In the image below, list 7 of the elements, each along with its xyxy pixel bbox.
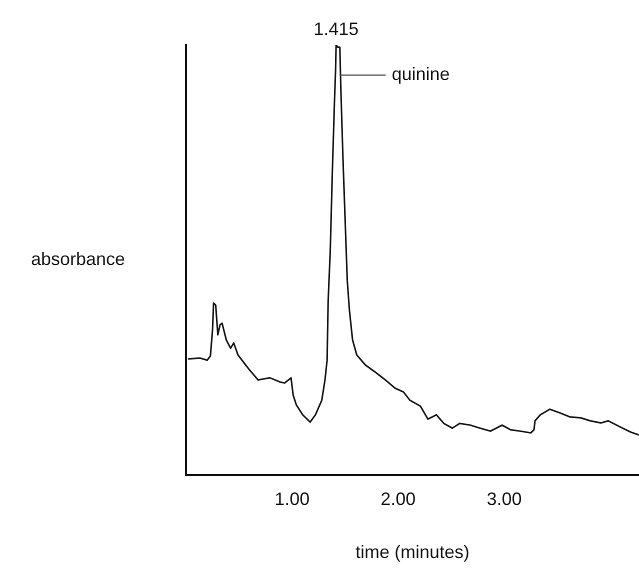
x-tick-label: 3.00 <box>486 488 522 509</box>
x-tick-label: 2.00 <box>380 488 416 509</box>
annotation: 1.415 <box>314 18 359 39</box>
y-axis-title: absorbance <box>30 248 126 269</box>
x-tick-label: 1.00 <box>274 488 310 509</box>
annotation: quinine <box>392 64 450 84</box>
x-axis-title: time (minutes) <box>355 542 470 562</box>
